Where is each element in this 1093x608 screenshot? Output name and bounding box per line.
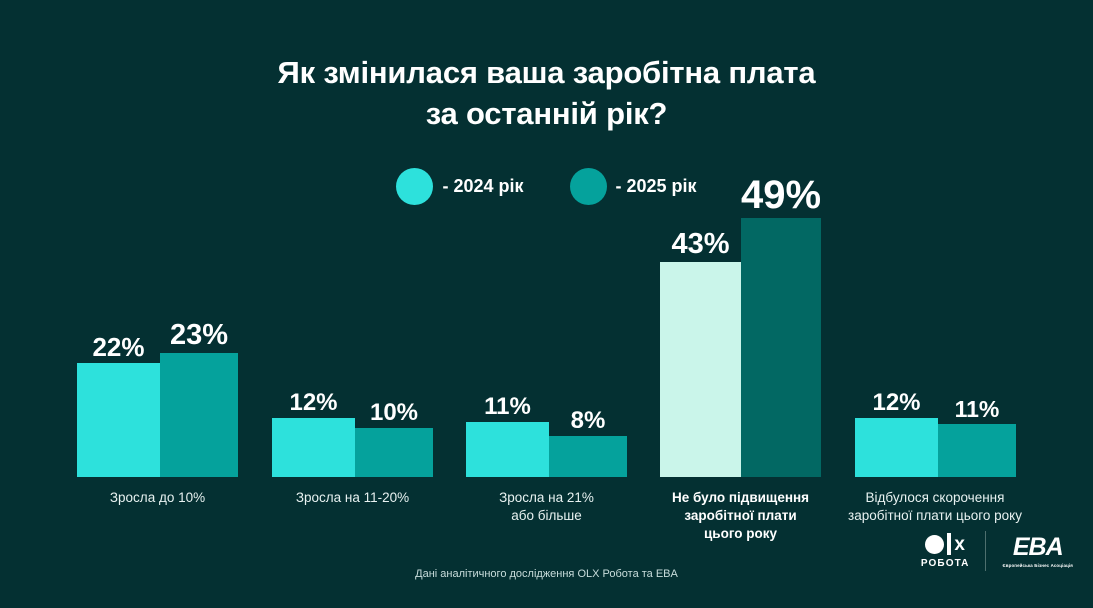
legend-swatch-2025: [569, 168, 607, 205]
bar-1-2025: [355, 428, 433, 477]
bar-column-0-2024: 22%: [77, 57, 160, 477]
bar-value-0-2024: 22%: [92, 332, 145, 362]
olx-robota-logo: x РОБОТА: [921, 533, 970, 569]
bar-value-4-2024: 12%: [872, 389, 921, 416]
chart-legend: - 2024 рік - 2025 рік: [0, 168, 1093, 205]
bar-column-3-2024: 43%: [660, 57, 741, 477]
bar-group-4: 12% 11% Відбулося скорочення заробітної …: [848, 57, 1022, 524]
bar-group-label-4: Відбулося скорочення заробітної плати ць…: [848, 490, 1022, 524]
bar-group-label-2: Зросла на 21% або більше: [499, 490, 594, 524]
bar-group-0: 22% 23% Зросла до 10%: [77, 57, 238, 505]
bar-3-2024: [660, 262, 741, 477]
bar-group-label-3: Не було підвищення заробітної плати цьог…: [671, 490, 810, 542]
bar-group-3: 43% 49% Не було підвищення заробітної пл…: [660, 57, 821, 541]
bar-value-1-2025: 10%: [369, 399, 419, 426]
bar-0-2024: [77, 363, 160, 477]
legend-item-2025: - 2025 рік: [569, 168, 697, 205]
bar-group-1: 12% 10% Зросла на 11-20%: [272, 57, 433, 505]
bar-group-label-1: Зросла на 11-20%: [295, 490, 410, 505]
bar-2-2025: [549, 436, 627, 477]
bar-value-3-2025: 49%: [740, 173, 822, 217]
eba-subtitle: Європейська Бізнес Асоціація: [1002, 562, 1073, 568]
bar-column-4-2024: 12%: [855, 57, 938, 477]
eba-wordmark: EBA: [1012, 532, 1064, 561]
legend-label-2025: - 2025 рік: [615, 176, 697, 196]
bar-column-4-2025: 11%: [938, 57, 1016, 477]
eba-logo: EBA Європейська Бізнес Асоціація: [1002, 532, 1073, 568]
bar-value-1-2024: 12%: [289, 389, 338, 416]
bar-group-2: 11% 8% Зросла на 21% або більше: [466, 57, 627, 523]
bar-1-2024: [272, 418, 355, 477]
bar-value-4-2025: 11%: [954, 396, 1000, 422]
bar-value-2-2025: 8%: [570, 407, 606, 434]
olx-bar-icon: [947, 533, 952, 555]
olx-wordmark: x: [925, 533, 965, 555]
bar-column-1-2025: 10%: [355, 57, 433, 477]
legend-label-2024: - 2024 рік: [442, 176, 524, 196]
logo-row: x РОБОТА EBA Європейська Бізнес Асоціаці…: [921, 531, 1073, 571]
bar-column-2-2024: 11%: [466, 57, 549, 477]
bar-4-2024: [855, 418, 938, 477]
bar-3-2025: [741, 218, 821, 477]
bar-value-0-2025: 23%: [169, 319, 229, 351]
page-title: Як змінилася ваша заробітна плата за ост…: [277, 55, 816, 132]
bar-0-2025: [160, 353, 238, 477]
legend-item-2024: - 2024 рік: [396, 168, 524, 205]
bar-column-0-2025: 23%: [160, 57, 238, 477]
bar-column-3-2025: 49%: [741, 57, 821, 477]
bar-2-2024: [466, 422, 549, 477]
olx-robota-label: РОБОТА: [920, 558, 970, 569]
source-footnote: Дані аналітичного дослідження OLX Робота…: [415, 568, 678, 580]
olx-x-letter: x: [954, 533, 965, 555]
legend-swatch-2024: [396, 168, 434, 205]
bar-column-2-2025: 8%: [549, 57, 627, 477]
logo-divider: [985, 531, 987, 571]
bar-value-2-2024: 11%: [484, 393, 531, 420]
bar-4-2025: [938, 424, 1016, 477]
bar-column-1-2024: 12%: [272, 57, 355, 477]
bar-group-label-0: Зросла до 10%: [109, 490, 206, 505]
olx-circle-icon: [925, 534, 945, 554]
bar-value-3-2024: 43%: [671, 228, 730, 260]
